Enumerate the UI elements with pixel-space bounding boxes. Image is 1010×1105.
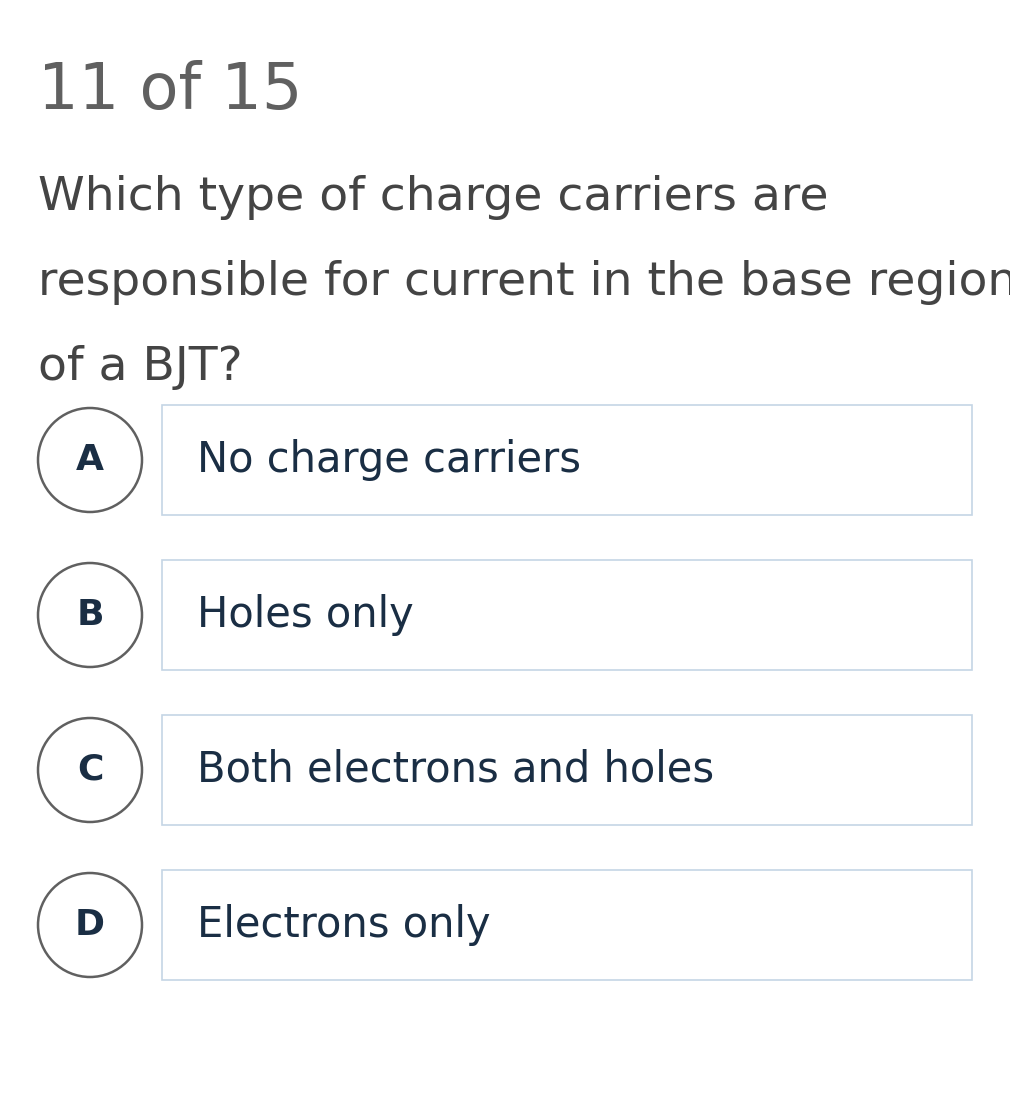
Text: 11 of 15: 11 of 15	[38, 60, 303, 122]
Text: of a BJT?: of a BJT?	[38, 345, 242, 390]
Circle shape	[38, 564, 142, 667]
Text: responsible for current in the base region: responsible for current in the base regi…	[38, 260, 1010, 305]
Text: D: D	[75, 908, 105, 941]
Text: Which type of charge carriers are: Which type of charge carriers are	[38, 175, 828, 220]
Text: Electrons only: Electrons only	[197, 904, 491, 946]
FancyBboxPatch shape	[162, 406, 972, 515]
Text: Holes only: Holes only	[197, 594, 414, 636]
Circle shape	[38, 718, 142, 822]
Text: C: C	[77, 753, 103, 787]
Text: A: A	[76, 443, 104, 477]
Text: B: B	[76, 598, 104, 632]
Text: Both electrons and holes: Both electrons and holes	[197, 749, 714, 791]
FancyBboxPatch shape	[162, 870, 972, 980]
FancyBboxPatch shape	[162, 715, 972, 825]
FancyBboxPatch shape	[162, 560, 972, 670]
Text: No charge carriers: No charge carriers	[197, 439, 581, 481]
Circle shape	[38, 873, 142, 977]
Circle shape	[38, 408, 142, 512]
